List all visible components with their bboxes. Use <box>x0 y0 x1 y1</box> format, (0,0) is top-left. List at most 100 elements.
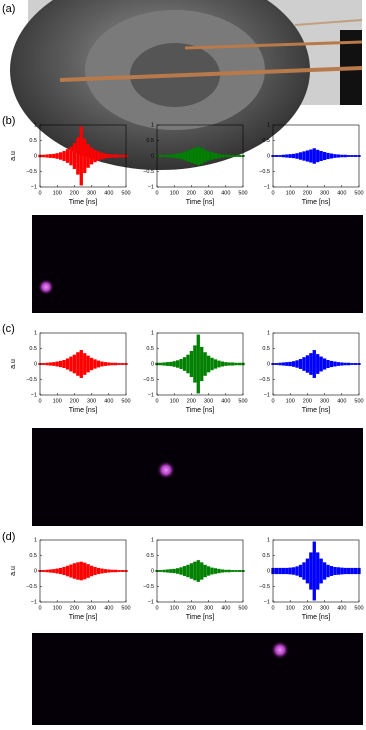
y-axis-label: a.u <box>10 566 17 576</box>
x-tick-label: 0 <box>155 190 158 196</box>
y-tick-label: −0.5 <box>143 377 154 383</box>
x-tick-label: 300 <box>204 190 213 196</box>
y-tick-label: 0.5 <box>262 553 270 559</box>
x-tick-label: 300 <box>320 398 329 404</box>
x-tick-label: 100 <box>53 398 62 404</box>
y-tick-label: 1 <box>34 537 37 543</box>
x-tick-label: 500 <box>354 190 363 196</box>
x-tick-label: 400 <box>221 190 230 196</box>
y-tick-label: 0 <box>34 361 37 367</box>
x-axis-label: Time [ns] <box>69 199 98 206</box>
x-tick-label: 400 <box>221 605 230 611</box>
y-tick-label: −0.5 <box>26 169 37 175</box>
x-tick-label: 400 <box>104 605 113 611</box>
y-tick-label: 0 <box>267 153 270 159</box>
x-tick-label: 100 <box>170 398 179 404</box>
x-tick-label: 200 <box>187 605 196 611</box>
y-tick-label: 0 <box>34 568 37 574</box>
x-tick-label: 300 <box>320 190 329 196</box>
x-tick-label: 400 <box>104 398 113 404</box>
x-tick-label: 300 <box>87 190 96 196</box>
x-axis-label: Time [ns] <box>186 199 215 206</box>
x-tick-label: 300 <box>87 605 96 611</box>
x-axis-label: Time [ns] <box>186 407 215 414</box>
camera-image <box>32 633 363 725</box>
x-tick-label: 200 <box>70 605 79 611</box>
x-tick-label: 200 <box>70 398 79 404</box>
x-tick-label: 500 <box>354 398 363 404</box>
x-tick-label: 0 <box>271 398 274 404</box>
x-tick-label: 400 <box>337 398 346 404</box>
y-tick-label: 1 <box>151 330 154 336</box>
y-tick-label: 0.5 <box>146 553 154 559</box>
y-tick-label: 1 <box>151 122 154 128</box>
y-tick-label: 0.5 <box>262 138 270 144</box>
y-tick-label: −1 <box>31 184 37 190</box>
x-tick-label: 200 <box>303 398 312 404</box>
y-tick-label: 0.5 <box>146 346 154 352</box>
x-tick-label: 0 <box>38 190 41 196</box>
x-tick-label: 100 <box>170 190 179 196</box>
x-tick-label: 500 <box>238 605 247 611</box>
x-tick-label: 200 <box>303 605 312 611</box>
light-spot <box>271 641 289 659</box>
x-tick-label: 300 <box>204 605 213 611</box>
x-tick-label: 0 <box>271 605 274 611</box>
y-tick-label: 0 <box>34 153 37 159</box>
x-tick-label: 500 <box>354 605 363 611</box>
x-tick-label: 500 <box>121 398 130 404</box>
x-axis-label: Time [ns] <box>302 407 331 414</box>
y-tick-label: 0.5 <box>29 553 37 559</box>
y-tick-label: −1 <box>264 392 270 398</box>
y-tick-label: −0.5 <box>259 169 270 175</box>
y-tick-label: 0 <box>267 568 270 574</box>
x-tick-label: 300 <box>204 398 213 404</box>
y-tick-label: −0.5 <box>259 377 270 383</box>
y-tick-label: −0.5 <box>143 169 154 175</box>
panel-label: (d) <box>2 531 15 543</box>
panel-label: (a) <box>2 3 15 15</box>
y-tick-label: 1 <box>267 537 270 543</box>
y-axis-label: a.u <box>10 359 17 369</box>
x-axis-label: Time [ns] <box>186 614 215 621</box>
y-tick-label: −0.5 <box>26 584 37 590</box>
y-tick-label: 0.5 <box>29 346 37 352</box>
x-tick-label: 400 <box>337 190 346 196</box>
x-tick-label: 200 <box>303 190 312 196</box>
y-tick-label: 0.5 <box>29 138 37 144</box>
camera-image <box>32 215 363 313</box>
y-tick-label: −1 <box>264 184 270 190</box>
x-tick-label: 500 <box>238 398 247 404</box>
x-tick-label: 100 <box>286 398 295 404</box>
x-tick-label: 500 <box>238 190 247 196</box>
y-tick-label: −1 <box>31 599 37 605</box>
y-tick-label: 0.5 <box>262 346 270 352</box>
x-tick-label: 500 <box>121 605 130 611</box>
x-axis-label: Time [ns] <box>69 614 98 621</box>
x-tick-label: 400 <box>337 605 346 611</box>
x-tick-label: 100 <box>286 605 295 611</box>
x-tick-label: 0 <box>38 605 41 611</box>
y-tick-label: −1 <box>148 599 154 605</box>
y-tick-label: 1 <box>267 122 270 128</box>
y-axis-label: a.u <box>10 151 17 161</box>
x-tick-label: 100 <box>53 190 62 196</box>
x-tick-label: 400 <box>104 190 113 196</box>
light-spot <box>38 279 54 295</box>
y-tick-label: −0.5 <box>143 584 154 590</box>
x-tick-label: 500 <box>121 190 130 196</box>
x-tick-label: 0 <box>38 398 41 404</box>
panel-label: (b) <box>2 115 15 127</box>
y-tick-label: −1 <box>264 599 270 605</box>
y-tick-label: 0.5 <box>146 138 154 144</box>
y-tick-label: 0 <box>267 361 270 367</box>
x-axis-label: Time [ns] <box>302 614 331 621</box>
y-tick-label: −1 <box>148 392 154 398</box>
y-tick-label: 1 <box>151 537 154 543</box>
y-tick-label: −1 <box>31 392 37 398</box>
y-tick-label: 0 <box>151 153 154 159</box>
y-tick-label: 0 <box>151 361 154 367</box>
y-tick-label: −0.5 <box>259 584 270 590</box>
